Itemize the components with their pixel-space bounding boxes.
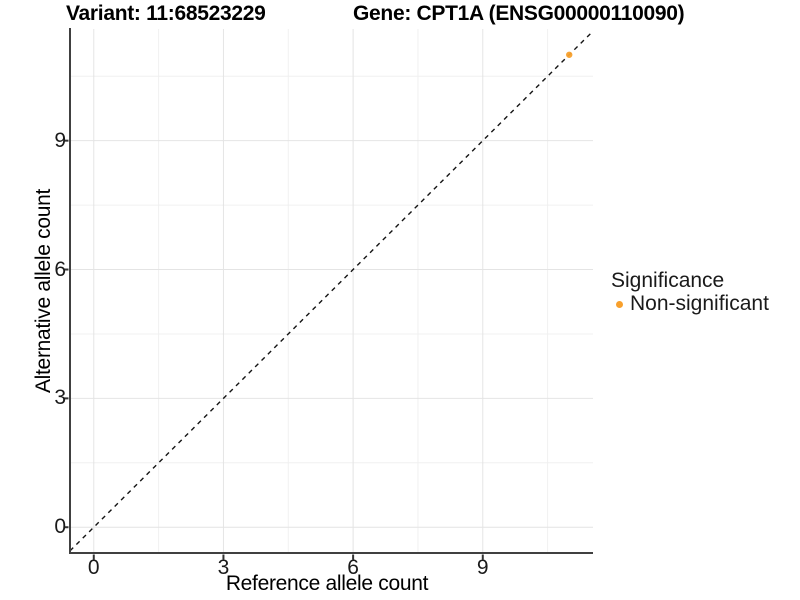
- x-tick-label: 9: [476, 556, 489, 579]
- y-tick-label: 3: [54, 386, 66, 410]
- y-tick-label: 9: [54, 128, 66, 152]
- legend: Significance Non-significant: [611, 270, 769, 315]
- y-axis-title: Alternative allele count: [32, 188, 55, 394]
- x-tick-label: 0: [87, 556, 100, 579]
- y-tick-label: 6: [54, 257, 66, 281]
- legend-item-non-significant: Non-significant: [611, 293, 769, 315]
- legend-item-label: Non-significant: [630, 292, 769, 315]
- x-axis-title: Reference allele count: [225, 572, 429, 595]
- legend-title: Significance: [611, 269, 725, 292]
- x-tick-label: 6: [347, 556, 359, 579]
- identity-dashed-line: [69, 30, 594, 552]
- y-tick-label: 0: [54, 515, 66, 539]
- plot-title-variant: Variant: 11:68523229: [66, 2, 266, 25]
- plot-title-gene: Gene: CPT1A (ENSG00000110090): [353, 2, 685, 25]
- legend-point-icon: [616, 300, 623, 308]
- data-point: [566, 51, 573, 58]
- x-tick-label: 3: [217, 556, 230, 579]
